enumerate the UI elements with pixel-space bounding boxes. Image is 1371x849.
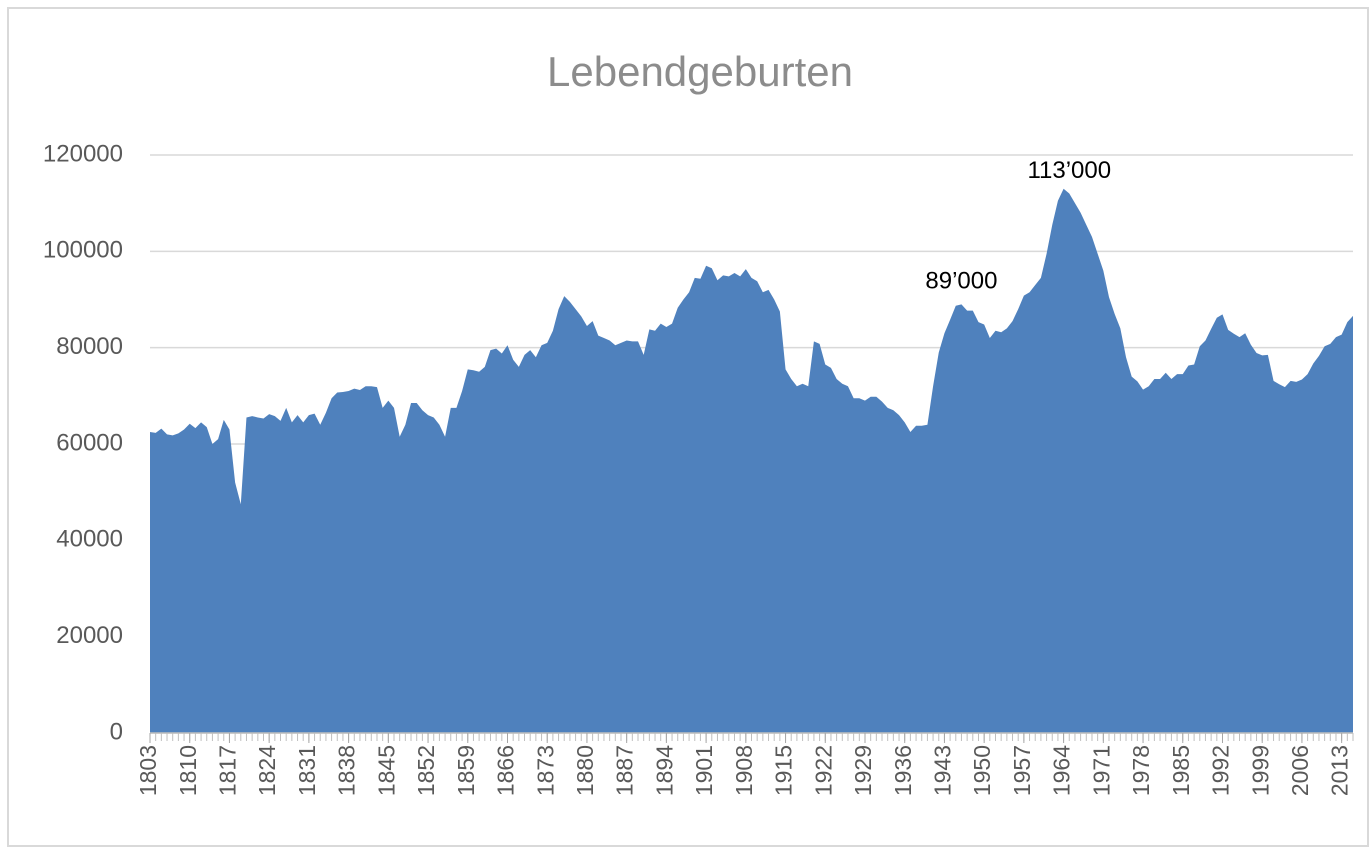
x-tick-label: 1859 <box>453 745 479 796</box>
x-tick-label: 1831 <box>294 745 320 796</box>
x-tick-label: 1838 <box>334 745 360 796</box>
x-tick-label: 1817 <box>215 745 241 796</box>
x-tick-label: 1936 <box>890 745 916 796</box>
x-tick-label: 1957 <box>1009 745 1035 796</box>
x-tick-label: 1922 <box>810 745 836 796</box>
x-tick-label: 1908 <box>731 745 757 796</box>
x-tick-label: 1943 <box>930 745 956 796</box>
x-tick-label: 2006 <box>1287 745 1313 796</box>
x-tick-label: 1852 <box>413 745 439 796</box>
chart-title: Lebendgeburten <box>547 48 853 95</box>
x-tick-label: 1985 <box>1168 745 1194 796</box>
x-tick-label: 2013 <box>1327 745 1353 796</box>
x-tick-label: 1929 <box>850 745 876 796</box>
x-tick-label: 1887 <box>612 745 638 796</box>
x-tick-label: 1880 <box>572 745 598 796</box>
x-tick-label: 1894 <box>651 745 677 796</box>
area <box>150 188 1353 733</box>
x-tick-label: 1866 <box>493 745 519 796</box>
data-label: 89’000 <box>925 268 997 295</box>
x-tick-label: 1964 <box>1049 745 1075 796</box>
x-tick-label: 1992 <box>1208 745 1234 796</box>
y-tick-label: 40000 <box>56 526 123 553</box>
x-tick-label: 1810 <box>175 745 201 796</box>
x-tick-label: 1978 <box>1128 745 1154 796</box>
x-tick-label: 1971 <box>1088 745 1114 796</box>
y-tick-label: 80000 <box>56 333 123 360</box>
x-tick-label: 1950 <box>969 745 995 796</box>
x-tick-label: 1901 <box>691 745 717 796</box>
y-tick-label: 120000 <box>43 140 123 167</box>
y-tick-label: 0 <box>110 718 123 745</box>
x-tick-label: 1845 <box>373 745 399 796</box>
y-tick-label: 20000 <box>56 622 123 649</box>
x-tick-label: 1915 <box>771 745 797 796</box>
y-tick-label: 60000 <box>56 429 123 456</box>
data-label: 113’000 <box>1027 157 1111 184</box>
y-tick-label: 100000 <box>43 237 123 264</box>
x-tick-label: 1824 <box>254 745 280 796</box>
x-tick-label: 1803 <box>135 745 161 796</box>
x-tick-label: 1873 <box>532 745 558 796</box>
x-tick-label: 1999 <box>1247 745 1273 796</box>
